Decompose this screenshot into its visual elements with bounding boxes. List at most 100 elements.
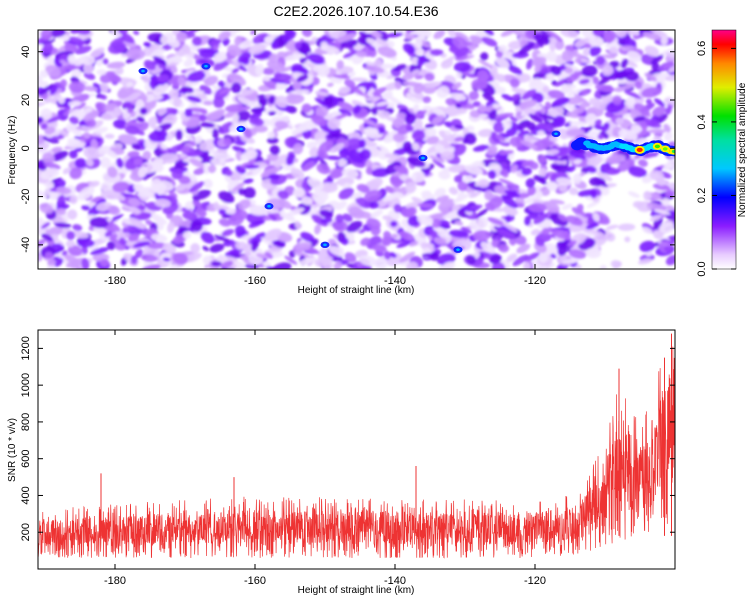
snr-series-line bbox=[38, 346, 675, 559]
heatmap-noise-blob bbox=[659, 48, 675, 56]
heatmap-noise-blob bbox=[537, 130, 545, 137]
heatmap-noise-blob bbox=[113, 106, 122, 116]
heatmap-noise-blob bbox=[160, 180, 174, 191]
heatmap-noise-blob bbox=[564, 67, 574, 74]
heatmap-noise-blob bbox=[56, 186, 72, 195]
heatmap-noise-blob bbox=[549, 199, 565, 205]
heatmap-noise-blob bbox=[267, 137, 279, 144]
heatmap-noise-blob bbox=[55, 208, 67, 216]
heatmap-noise-blob bbox=[225, 104, 245, 112]
heatmap-noise-blob bbox=[137, 166, 148, 178]
heatmap-hotspot-core bbox=[239, 127, 243, 131]
heatmap-noise-blob bbox=[240, 255, 249, 261]
heatmap-noise-blob bbox=[68, 150, 78, 159]
heatmap-noise-blob bbox=[664, 74, 675, 82]
heatmap-noise-blob bbox=[344, 79, 356, 88]
heatmap-hotspot-core bbox=[141, 69, 145, 73]
heatmap-noise-blob bbox=[441, 55, 457, 65]
heatmap-noise-blob bbox=[444, 130, 451, 136]
heatmap-noise-blob bbox=[603, 30, 617, 43]
heatmap-noise-blob bbox=[665, 52, 675, 59]
heatmap-x-tick-label: -160 bbox=[244, 275, 266, 287]
heatmap-noise-blob bbox=[278, 211, 296, 222]
heatmap-noise-blob bbox=[262, 75, 272, 82]
heatmap-noise-blob bbox=[528, 113, 543, 123]
heatmap-noise-blob bbox=[190, 243, 201, 254]
heatmap-noise-blob bbox=[83, 131, 91, 139]
heatmap-noise-blob bbox=[454, 136, 465, 142]
heatmap-noise-blob bbox=[389, 252, 397, 258]
heatmap-noise-blob bbox=[461, 226, 472, 234]
heatmap-noise-blob bbox=[602, 64, 614, 76]
heatmap-noise-blob bbox=[311, 214, 328, 227]
heatmap-noise-blob bbox=[473, 230, 491, 242]
heatmap-noise-blob bbox=[629, 108, 642, 116]
heatmap-noise-blob bbox=[333, 261, 342, 269]
heatmap-noise-blob bbox=[199, 47, 219, 59]
heatmap-noise-blob bbox=[60, 79, 68, 88]
heatmap-noise-blob bbox=[647, 128, 666, 134]
heatmap-noise-blob bbox=[454, 124, 465, 130]
heatmap-noise-blob bbox=[566, 165, 576, 173]
heatmap-noise-blob bbox=[53, 238, 65, 247]
snr-y-tick-label: 1000 bbox=[20, 373, 32, 397]
heatmap-y-tick-label: -40 bbox=[20, 237, 32, 253]
heatmap-noise-blob bbox=[509, 116, 518, 122]
heatmap-noise-blob bbox=[89, 47, 105, 59]
heatmap-noise-blob bbox=[550, 253, 557, 259]
heatmap-noise-blob bbox=[608, 46, 619, 55]
heatmap-noise-blob bbox=[267, 131, 275, 139]
heatmap-noise-blob bbox=[218, 191, 235, 204]
heatmap-noise-blob bbox=[643, 190, 652, 201]
heatmap-noise-blob bbox=[200, 231, 215, 244]
heatmap-noise-blob bbox=[147, 116, 160, 126]
heatmap-noise-blob bbox=[95, 202, 112, 212]
heatmap-noise-blob bbox=[514, 31, 531, 40]
heatmap-noise-blob bbox=[405, 124, 414, 132]
heatmap-noise-blob bbox=[661, 197, 671, 207]
heatmap-noise-blob bbox=[372, 244, 387, 253]
heatmap-noise-blob bbox=[224, 169, 233, 177]
snr-x-tick-label: -180 bbox=[104, 575, 126, 587]
heatmap-noise-blob bbox=[100, 181, 112, 193]
heatmap-noise-blob bbox=[200, 122, 215, 128]
heatmap-noise-blob bbox=[626, 96, 635, 107]
heatmap-noise-blob bbox=[405, 201, 421, 209]
heatmap-noise-blob bbox=[492, 103, 501, 109]
heatmap-noise-blob bbox=[568, 121, 588, 126]
heatmap-noise-blob bbox=[651, 72, 670, 79]
heatmap-noise-blob bbox=[538, 113, 557, 121]
heatmap-noise-blob bbox=[264, 36, 274, 44]
heatmap-noise-blob bbox=[502, 196, 518, 209]
heatmap-noise-blob bbox=[552, 229, 571, 240]
heatmap-hotspot-core bbox=[323, 243, 327, 247]
heatmap-noise-blob bbox=[454, 220, 464, 226]
snr-y-tick-label: 1200 bbox=[20, 336, 32, 360]
heatmap-noise-blob bbox=[193, 167, 206, 175]
heatmap-noise-blob bbox=[544, 154, 560, 161]
heatmap-noise-blob bbox=[472, 144, 490, 152]
heatmap-noise-blob bbox=[240, 135, 255, 144]
heatmap-y-tick-label: -20 bbox=[20, 189, 32, 205]
heatmap-noise-blob bbox=[393, 165, 409, 175]
heatmap-noise-blob bbox=[581, 65, 598, 78]
heatmap-noise-blob bbox=[68, 81, 86, 93]
heatmap-noise-blob bbox=[527, 185, 536, 196]
heatmap-noise-blob bbox=[141, 254, 158, 262]
heatmap-noise-blob bbox=[572, 106, 586, 115]
heatmap-noise-blob bbox=[434, 144, 445, 152]
heatmap-noise-blob bbox=[342, 213, 353, 222]
heatmap-noise-blob bbox=[566, 128, 585, 137]
heatmap-noise-blob bbox=[77, 239, 95, 248]
heatmap-noise-blob bbox=[126, 91, 142, 102]
heatmap-noise-blob bbox=[68, 100, 82, 107]
heatmap-noise-blob bbox=[554, 39, 565, 50]
heatmap-noise-blob bbox=[74, 158, 87, 169]
heatmap-noise-blob bbox=[498, 244, 510, 253]
heatmap-noise-blob bbox=[650, 54, 664, 65]
heatmap-noise-blob bbox=[307, 53, 325, 65]
heatmap-noise-blob bbox=[58, 129, 69, 137]
heatmap-noise-blob bbox=[553, 115, 566, 128]
heatmap-noise-blob bbox=[268, 111, 277, 116]
heatmap-noise-blob bbox=[413, 110, 427, 119]
